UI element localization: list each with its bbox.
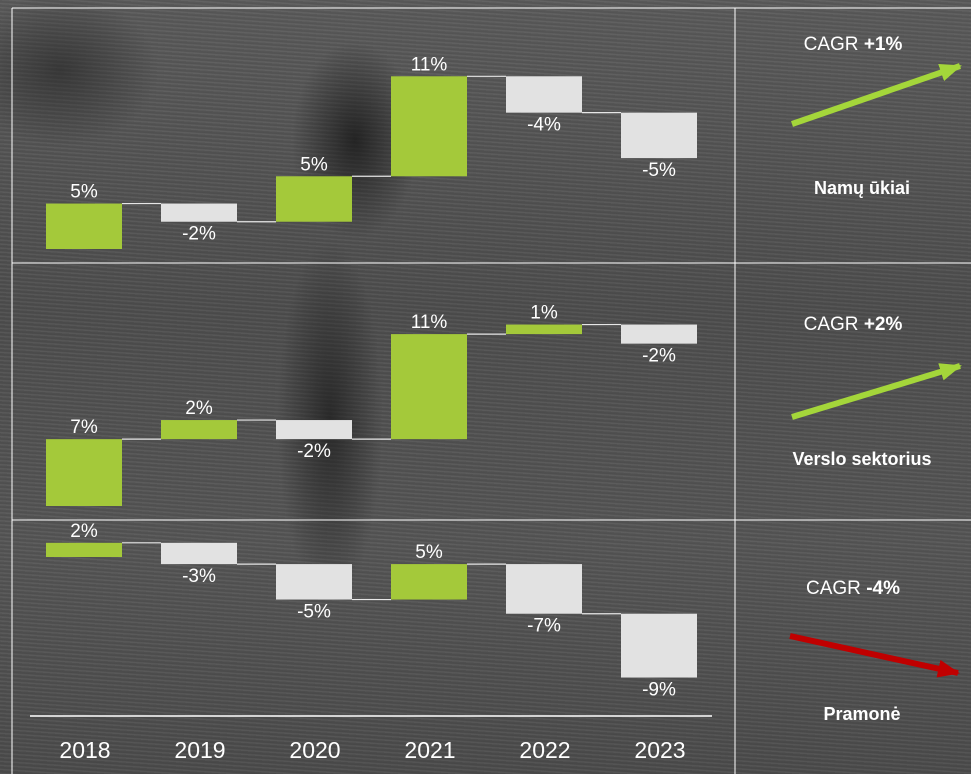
x-tick-label: 2019 (174, 737, 225, 763)
bar-2021 (391, 334, 467, 440)
panel-title: Namų ūkiai (814, 178, 910, 198)
data-label: 2% (185, 398, 213, 419)
bar-2018 (46, 203, 122, 249)
data-label: 5% (415, 542, 443, 563)
cagr-label: CAGR +2% (804, 314, 903, 335)
data-label: 7% (70, 417, 98, 438)
cagr-side-panel: CAGR +1% Namų ūkiai CAGR +2% Verslo sektori… (789, 34, 962, 724)
x-tick-label: 2022 (519, 737, 570, 763)
cagr-label: CAGR +1% (804, 34, 903, 55)
x-tick-label: 2018 (59, 737, 110, 763)
bars-layer (46, 75, 697, 678)
data-label: 2% (70, 521, 98, 542)
trend-up-arrow-icon (791, 63, 962, 127)
bar-2021 (391, 76, 467, 177)
data-label: -5% (297, 602, 331, 623)
data-label: -5% (642, 160, 676, 181)
data-label: -7% (527, 616, 561, 637)
bar-2021 (391, 564, 467, 600)
x-tick-label: 2021 (404, 737, 455, 763)
bar-2018 (46, 542, 122, 557)
data-label: -3% (182, 566, 216, 587)
data-label: 1% (530, 303, 558, 324)
bar-2020 (276, 420, 352, 440)
bar-2020 (276, 564, 352, 600)
data-label: 11% (411, 54, 448, 75)
data-label: -2% (642, 346, 676, 367)
data-label: 11% (411, 312, 448, 333)
x-axis: 2018 2019 2020 2021 2022 2023 (30, 715, 712, 763)
bar-2019 (161, 420, 237, 440)
x-tick-label: 2020 (289, 737, 340, 763)
bar-2022 (506, 564, 582, 614)
panel-grid (11, 7, 971, 774)
bar-2022 (506, 324, 582, 335)
bar-2023 (621, 613, 697, 678)
data-label: 5% (70, 182, 98, 203)
data-label: -2% (182, 224, 216, 245)
bar-2023 (621, 324, 697, 344)
trend-down-arrow-icon (789, 633, 960, 678)
bar-2019 (161, 542, 237, 565)
bar-2019 (161, 203, 237, 222)
x-tick-label: 2023 (634, 737, 685, 763)
data-label: -9% (642, 680, 676, 701)
bar-2018 (46, 439, 122, 506)
cagr-label: CAGR -4% (806, 578, 900, 599)
data-label: 5% (300, 154, 328, 175)
panel-title: Pramonė (823, 704, 900, 724)
bar-2022 (506, 76, 582, 113)
data-label: -2% (297, 441, 331, 462)
bar-2023 (621, 112, 697, 159)
labels-layer: 5% -2% 5% 11% -4% -5% 7% 2% -2% 11% 1% -2% 2% -3% -5% 5… (70, 54, 676, 700)
bar-2020 (276, 176, 352, 222)
data-label: -4% (527, 115, 561, 136)
trend-up-arrow-icon (791, 363, 962, 420)
panel-title: Verslo sektorius (792, 449, 931, 469)
